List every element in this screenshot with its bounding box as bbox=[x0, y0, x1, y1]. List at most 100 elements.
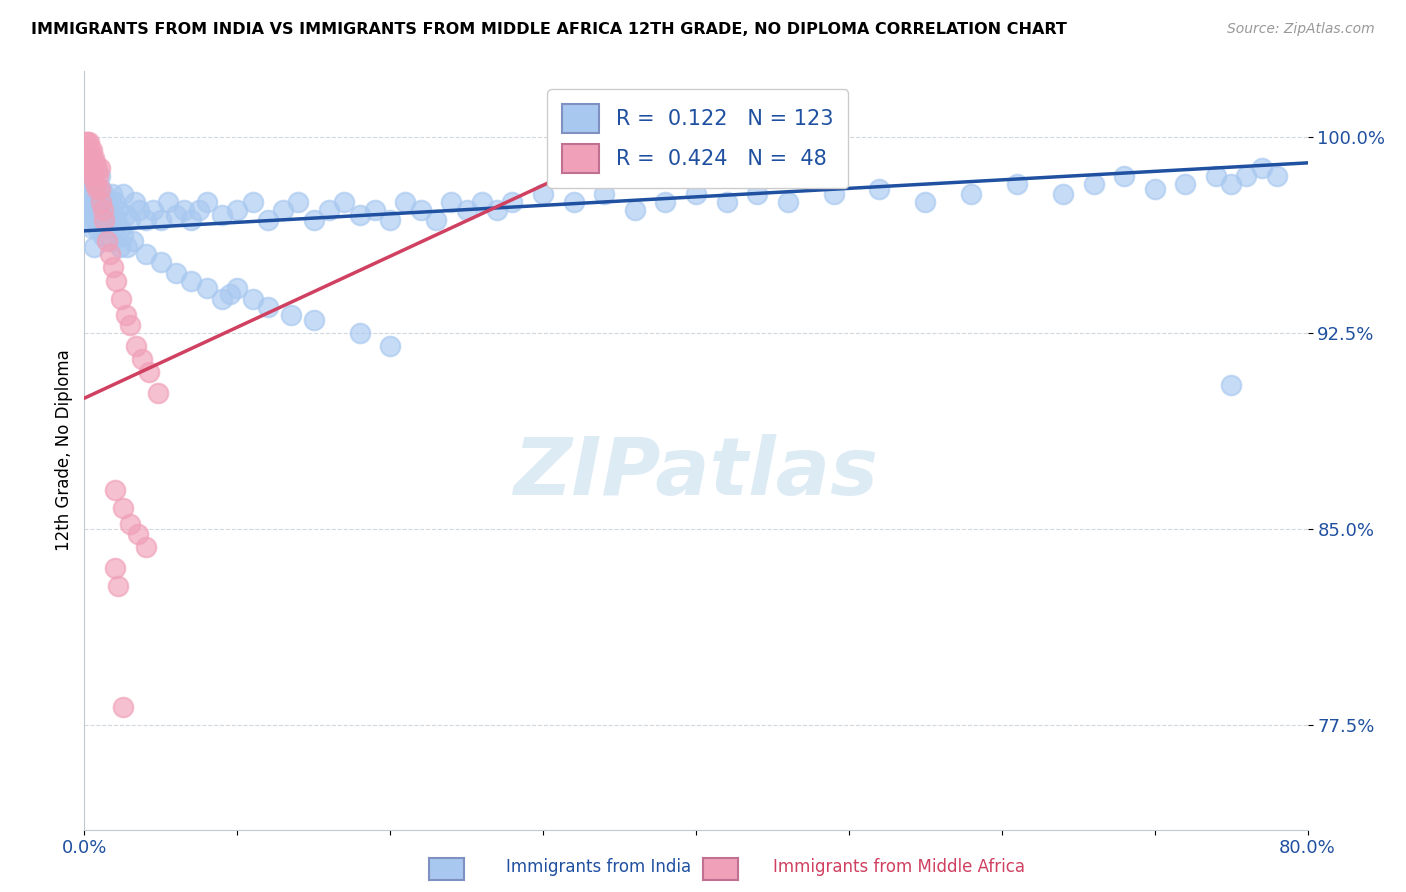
Point bbox=[1205, 169, 1227, 183]
Point bbox=[98, 202, 121, 217]
Point bbox=[84, 177, 107, 191]
Point bbox=[80, 195, 103, 210]
Point bbox=[83, 169, 105, 183]
Point bbox=[257, 300, 280, 314]
Point bbox=[531, 187, 554, 202]
Point bbox=[211, 292, 233, 306]
Point bbox=[131, 351, 153, 366]
Point bbox=[80, 143, 103, 157]
Point bbox=[685, 187, 707, 202]
Point bbox=[425, 213, 447, 227]
Text: ZIPatlas: ZIPatlas bbox=[513, 434, 879, 512]
Point bbox=[103, 260, 125, 275]
Point bbox=[257, 213, 280, 227]
Point bbox=[76, 161, 98, 175]
Point bbox=[84, 156, 107, 170]
Point bbox=[271, 202, 294, 217]
Point bbox=[624, 202, 647, 217]
Point bbox=[135, 540, 157, 554]
Point bbox=[77, 169, 100, 183]
Point bbox=[1220, 177, 1243, 191]
Point bbox=[108, 221, 131, 235]
Point bbox=[91, 213, 114, 227]
Point bbox=[1265, 169, 1288, 183]
Point bbox=[77, 151, 100, 165]
Point bbox=[89, 182, 111, 196]
Point bbox=[89, 161, 111, 175]
Point bbox=[349, 326, 371, 340]
Point bbox=[104, 483, 127, 497]
Point bbox=[91, 229, 114, 244]
Point bbox=[80, 169, 103, 183]
Point bbox=[195, 195, 218, 210]
Point bbox=[79, 213, 101, 227]
Point bbox=[96, 235, 118, 249]
Point bbox=[180, 213, 202, 227]
Point bbox=[823, 187, 845, 202]
Point bbox=[77, 202, 100, 217]
Point bbox=[1005, 177, 1028, 191]
Point bbox=[75, 135, 97, 149]
Point bbox=[93, 213, 115, 227]
Point bbox=[188, 202, 211, 217]
Text: Source: ZipAtlas.com: Source: ZipAtlas.com bbox=[1227, 22, 1375, 37]
Point bbox=[349, 208, 371, 222]
Point bbox=[86, 202, 108, 217]
Point bbox=[114, 308, 136, 322]
Point bbox=[104, 195, 127, 210]
Point bbox=[77, 143, 100, 157]
Point bbox=[440, 195, 463, 210]
Point bbox=[195, 281, 218, 295]
Point bbox=[318, 202, 340, 217]
Text: Immigrants from Middle Africa: Immigrants from Middle Africa bbox=[773, 858, 1025, 876]
Point bbox=[107, 202, 129, 217]
Point bbox=[104, 221, 127, 235]
Point bbox=[84, 177, 107, 191]
Point bbox=[79, 143, 101, 157]
Point bbox=[97, 213, 120, 227]
Point bbox=[302, 213, 325, 227]
Point bbox=[120, 318, 142, 332]
Point bbox=[364, 202, 387, 217]
Point bbox=[87, 187, 110, 202]
Point bbox=[226, 281, 249, 295]
Point bbox=[471, 195, 494, 210]
Point bbox=[104, 561, 127, 575]
Point bbox=[103, 208, 125, 222]
Point bbox=[149, 213, 172, 227]
Point bbox=[89, 190, 111, 204]
Point bbox=[157, 195, 180, 210]
Point bbox=[1052, 187, 1074, 202]
Point bbox=[75, 182, 97, 196]
Point bbox=[120, 213, 142, 227]
Point bbox=[165, 266, 187, 280]
Point bbox=[1220, 378, 1243, 392]
Point bbox=[747, 187, 769, 202]
Point bbox=[91, 202, 114, 217]
Point bbox=[96, 195, 118, 210]
Text: IMMIGRANTS FROM INDIA VS IMMIGRANTS FROM MIDDLE AFRICA 12TH GRADE, NO DIPLOMA CO: IMMIGRANTS FROM INDIA VS IMMIGRANTS FROM… bbox=[31, 22, 1067, 37]
Point bbox=[76, 143, 98, 157]
Point bbox=[105, 213, 128, 227]
Point bbox=[333, 195, 356, 210]
Point bbox=[107, 579, 129, 593]
Point bbox=[80, 221, 103, 235]
Point bbox=[138, 365, 160, 379]
Point bbox=[93, 187, 115, 202]
Point bbox=[83, 151, 105, 165]
Legend: R =  0.122   N = 123, R =  0.424   N =  48: R = 0.122 N = 123, R = 0.424 N = 48 bbox=[547, 89, 848, 188]
Point bbox=[280, 308, 302, 322]
Point bbox=[83, 169, 105, 183]
Point bbox=[1236, 169, 1258, 183]
Point bbox=[89, 169, 111, 183]
Point bbox=[128, 202, 150, 217]
Point bbox=[86, 221, 108, 235]
Point bbox=[125, 339, 148, 353]
Point bbox=[111, 500, 134, 515]
Point bbox=[180, 273, 202, 287]
Point bbox=[409, 202, 432, 217]
Point bbox=[111, 229, 134, 244]
Point bbox=[84, 213, 107, 227]
Point bbox=[562, 195, 585, 210]
Point bbox=[86, 161, 108, 175]
